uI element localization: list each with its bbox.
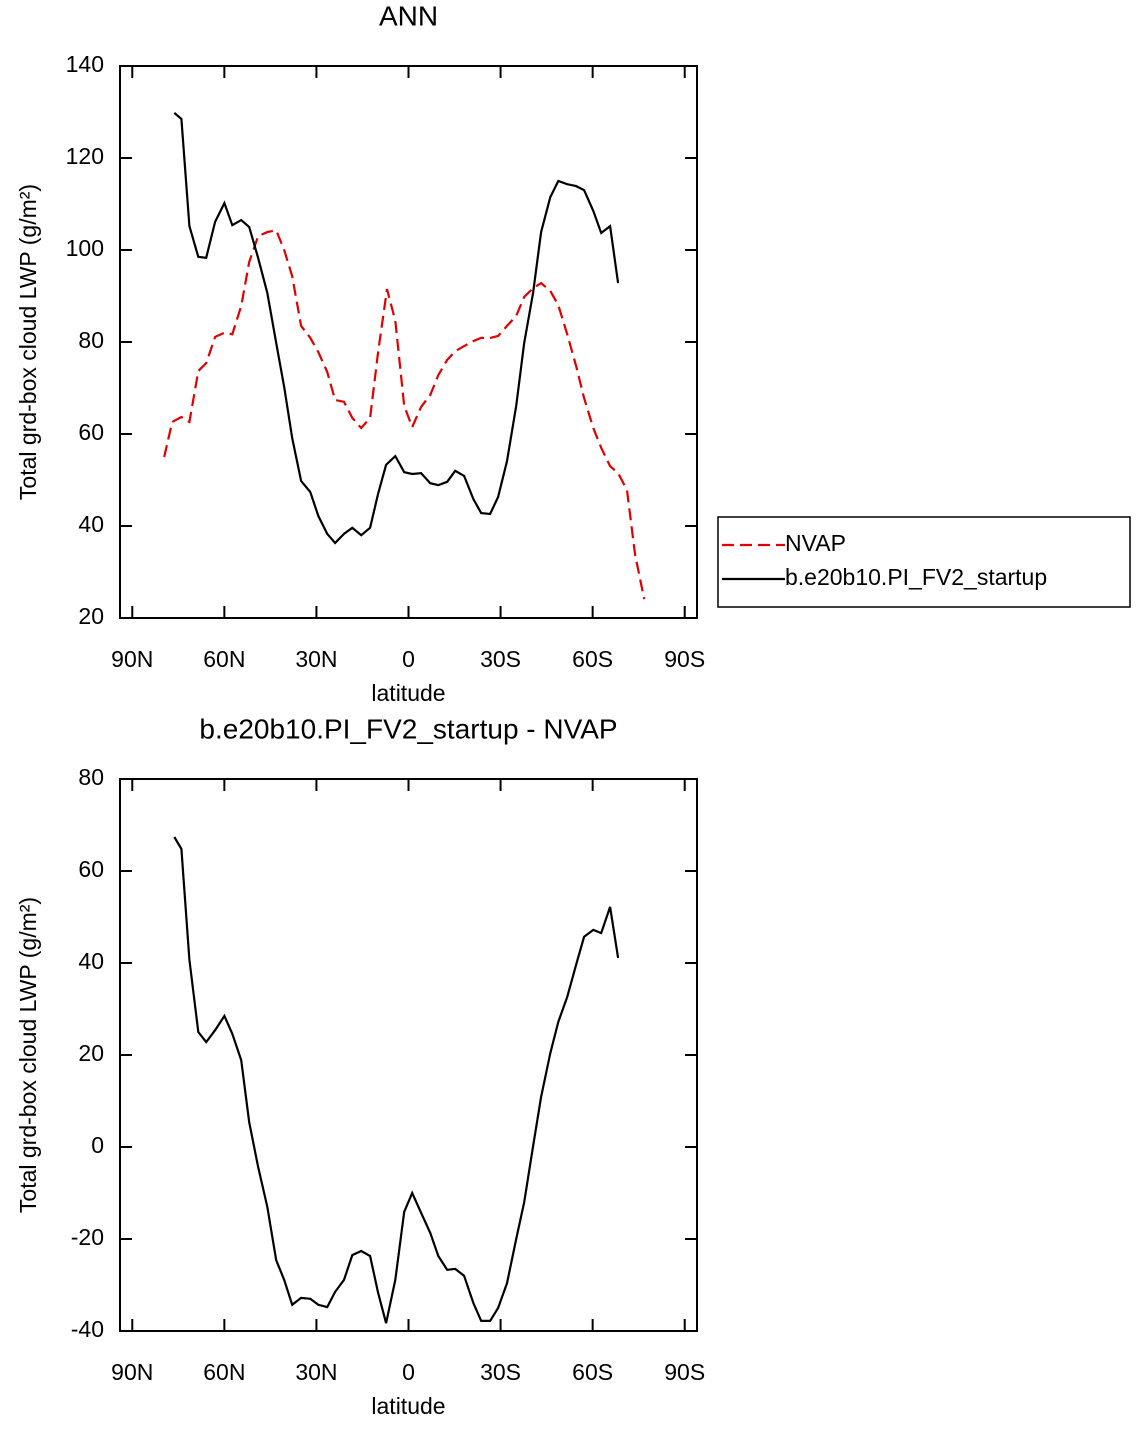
x-tick-label: 60N — [203, 646, 245, 672]
chart-title: b.e20b10.PI_FV2_startup - NVAP — [199, 713, 617, 744]
plot-frame — [119, 778, 698, 1332]
legend-label: b.e20b10.PI_FV2_startup — [785, 564, 1047, 590]
y-tick-label: 100 — [66, 235, 104, 261]
data-line — [173, 112, 620, 545]
x-tick-label: 90S — [664, 1359, 705, 1385]
y-tick-label: 20 — [78, 1040, 104, 1066]
y-axis-label: Total grd-box cloud LWP (g/m²) — [15, 184, 41, 500]
y-tick-label: 120 — [66, 143, 104, 169]
y-tick-label: 40 — [78, 511, 104, 537]
legend-label: NVAP — [785, 530, 846, 556]
x-axis-label: latitude — [371, 1393, 445, 1419]
y-tick-label: 80 — [78, 327, 104, 353]
x-tick-label: 60S — [572, 1359, 613, 1385]
y-axis-label: Total grd-box cloud LWP (g/m²) — [15, 897, 41, 1213]
chart-title: ANN — [379, 0, 438, 31]
x-tick-label: 90S — [664, 646, 705, 672]
data-line — [173, 836, 620, 1324]
data-line — [163, 228, 646, 600]
y-tick-label: 140 — [66, 51, 104, 77]
x-tick-label: 30N — [295, 646, 337, 672]
x-tick-label: 0 — [402, 646, 415, 672]
y-tick-label: -40 — [71, 1316, 104, 1342]
y-tick-label: -20 — [71, 1224, 104, 1250]
x-tick-label: 60N — [203, 1359, 245, 1385]
y-tick-label: 20 — [78, 603, 104, 629]
plot-frame — [119, 65, 698, 619]
y-tick-label: 0 — [91, 1132, 104, 1158]
x-tick-label: 0 — [402, 1359, 415, 1385]
y-tick-label: 80 — [78, 764, 104, 790]
y-tick-label: 60 — [78, 856, 104, 882]
x-tick-label: 90N — [111, 1359, 153, 1385]
x-tick-label: 30S — [480, 646, 521, 672]
y-tick-label: 40 — [78, 948, 104, 974]
y-tick-label: 60 — [78, 419, 104, 445]
x-tick-label: 90N — [111, 646, 153, 672]
x-axis-label: latitude — [371, 680, 445, 706]
x-tick-label: 30S — [480, 1359, 521, 1385]
x-tick-label: 30N — [295, 1359, 337, 1385]
x-tick-label: 60S — [572, 646, 613, 672]
legend-box — [717, 516, 1131, 608]
